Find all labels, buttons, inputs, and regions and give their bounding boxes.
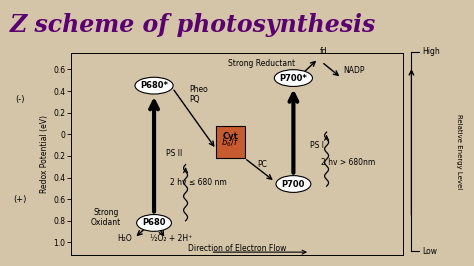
Text: Direction of Electron Flow: Direction of Electron Flow: [188, 244, 286, 253]
Text: P700*: P700*: [280, 74, 307, 82]
Text: Strong
Oxidant: Strong Oxidant: [91, 208, 121, 227]
Ellipse shape: [135, 77, 173, 94]
Text: PS II: PS II: [166, 149, 182, 158]
Text: 2 hv ≤ 680 nm: 2 hv ≤ 680 nm: [171, 178, 227, 187]
Text: fd: fd: [320, 47, 328, 56]
Text: PS I: PS I: [310, 141, 324, 150]
Ellipse shape: [137, 215, 172, 231]
Ellipse shape: [276, 176, 311, 192]
Y-axis label: Redox Potential (eV): Redox Potential (eV): [40, 115, 49, 193]
Text: Cyt: Cyt: [222, 132, 238, 141]
Text: Strong Reductant: Strong Reductant: [228, 59, 295, 68]
Text: Relative Energy Level: Relative Energy Level: [456, 114, 462, 189]
Text: Low: Low: [422, 247, 437, 256]
Text: PQ: PQ: [189, 95, 200, 104]
Text: P680: P680: [142, 218, 166, 227]
Text: (+): (+): [13, 195, 27, 204]
Text: Pheo: Pheo: [189, 85, 208, 94]
Ellipse shape: [274, 70, 312, 86]
Text: NADP: NADP: [343, 66, 365, 75]
FancyBboxPatch shape: [216, 126, 245, 158]
Text: $b_6/f$: $b_6/f$: [221, 137, 239, 149]
Text: P680*: P680*: [140, 81, 168, 90]
Text: Z scheme of photosynthesis: Z scheme of photosynthesis: [9, 13, 376, 37]
Text: P700: P700: [282, 180, 305, 189]
Text: PC: PC: [257, 160, 267, 169]
Text: 2 hv > 680nm: 2 hv > 680nm: [321, 157, 375, 167]
Text: ½O₂ + 2H⁺: ½O₂ + 2H⁺: [149, 234, 192, 243]
Text: H₂O: H₂O: [117, 234, 132, 243]
Text: High: High: [422, 47, 439, 56]
Text: (-): (-): [15, 95, 25, 104]
